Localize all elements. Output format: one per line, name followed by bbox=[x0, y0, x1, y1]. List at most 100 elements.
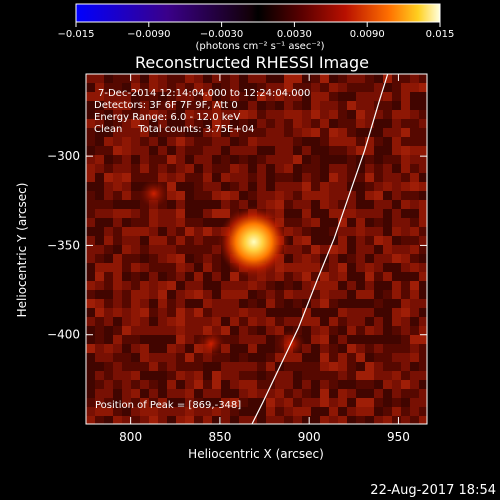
image-pixel bbox=[383, 155, 392, 164]
image-pixel bbox=[185, 227, 194, 236]
image-pixel bbox=[140, 380, 149, 389]
image-pixel bbox=[392, 398, 401, 407]
image-pixel bbox=[140, 290, 149, 299]
image-pixel bbox=[257, 380, 266, 389]
image-pixel bbox=[365, 326, 374, 335]
image-pixel bbox=[410, 281, 419, 290]
image-pixel bbox=[365, 218, 374, 227]
image-pixel bbox=[392, 371, 401, 380]
image-pixel bbox=[401, 308, 410, 317]
image-pixel bbox=[86, 263, 95, 272]
image-pixel bbox=[149, 164, 158, 173]
image-pixel bbox=[221, 272, 230, 281]
image-pixel bbox=[329, 110, 338, 119]
image-pixel bbox=[167, 74, 176, 83]
image-pixel bbox=[158, 326, 167, 335]
image-pixel bbox=[203, 380, 212, 389]
image-pixel bbox=[365, 380, 374, 389]
image-pixel bbox=[95, 119, 104, 128]
image-pixel bbox=[185, 200, 194, 209]
image-pixel bbox=[230, 344, 239, 353]
image-pixel bbox=[131, 191, 140, 200]
image-pixel bbox=[113, 263, 122, 272]
image-pixel bbox=[284, 263, 293, 272]
image-pixel bbox=[347, 407, 356, 416]
image-pixel bbox=[185, 389, 194, 398]
image-pixel bbox=[140, 173, 149, 182]
image-pixel bbox=[302, 191, 311, 200]
image-pixel bbox=[302, 371, 311, 380]
image-pixel bbox=[140, 308, 149, 317]
image-pixel bbox=[374, 344, 383, 353]
image-pixel bbox=[86, 227, 95, 236]
image-pixel bbox=[302, 218, 311, 227]
image-pixel bbox=[95, 335, 104, 344]
image-pixel bbox=[239, 398, 248, 407]
image-pixel bbox=[131, 389, 140, 398]
image-pixel bbox=[320, 380, 329, 389]
image-pixel bbox=[212, 263, 221, 272]
image-pixel bbox=[284, 290, 293, 299]
image-pixel bbox=[284, 164, 293, 173]
image-pixel bbox=[194, 200, 203, 209]
image-pixel bbox=[383, 227, 392, 236]
image-pixel bbox=[419, 137, 427, 146]
image-pixel bbox=[275, 128, 284, 137]
image-pixel bbox=[212, 245, 221, 254]
image-pixel bbox=[401, 263, 410, 272]
image-pixel bbox=[95, 236, 104, 245]
image-pixel bbox=[176, 344, 185, 353]
image-pixel bbox=[329, 92, 338, 101]
image-pixel bbox=[185, 308, 194, 317]
image-pixel bbox=[374, 263, 383, 272]
image-pixel bbox=[284, 299, 293, 308]
y-tick-label: −300 bbox=[47, 149, 80, 163]
image-pixel bbox=[257, 74, 266, 83]
image-pixel bbox=[176, 317, 185, 326]
image-pixel bbox=[176, 128, 185, 137]
image-pixel bbox=[122, 281, 131, 290]
image-pixel bbox=[248, 101, 257, 110]
image-pixel bbox=[194, 398, 203, 407]
image-pixel bbox=[158, 380, 167, 389]
image-pixel bbox=[167, 128, 176, 137]
image-pixel bbox=[86, 101, 95, 110]
image-pixel bbox=[284, 308, 293, 317]
image-pixel bbox=[293, 254, 302, 263]
image-pixel bbox=[86, 218, 95, 227]
image-pixel bbox=[374, 182, 383, 191]
image-pixel bbox=[419, 92, 427, 101]
image-pixel bbox=[113, 137, 122, 146]
image-pixel bbox=[401, 272, 410, 281]
image-pixel bbox=[266, 272, 275, 281]
image-pixel bbox=[293, 164, 302, 173]
image-pixel bbox=[131, 227, 140, 236]
image-pixel bbox=[122, 362, 131, 371]
image-pixel bbox=[194, 182, 203, 191]
image-pixel bbox=[149, 209, 158, 218]
image-pixel bbox=[86, 191, 95, 200]
image-pixel bbox=[167, 299, 176, 308]
image-pixel bbox=[176, 164, 185, 173]
image-pixel bbox=[140, 218, 149, 227]
image-pixel bbox=[113, 119, 122, 128]
image-pixel bbox=[122, 146, 131, 155]
image-pixel bbox=[203, 209, 212, 218]
image-pixel bbox=[185, 119, 194, 128]
image-pixel bbox=[338, 335, 347, 344]
image-pixel bbox=[293, 362, 302, 371]
image-pixel bbox=[248, 83, 257, 92]
image-pixel bbox=[86, 182, 95, 191]
image-pixel bbox=[95, 299, 104, 308]
image-pixel bbox=[122, 326, 131, 335]
image-pixel bbox=[302, 290, 311, 299]
image-pixel bbox=[122, 371, 131, 380]
image-pixel bbox=[365, 344, 374, 353]
image-pixel bbox=[176, 110, 185, 119]
image-pixel bbox=[329, 344, 338, 353]
image-pixel bbox=[329, 209, 338, 218]
image-pixel bbox=[320, 254, 329, 263]
image-pixel bbox=[365, 146, 374, 155]
image-pixel bbox=[158, 290, 167, 299]
image-pixel bbox=[356, 236, 365, 245]
